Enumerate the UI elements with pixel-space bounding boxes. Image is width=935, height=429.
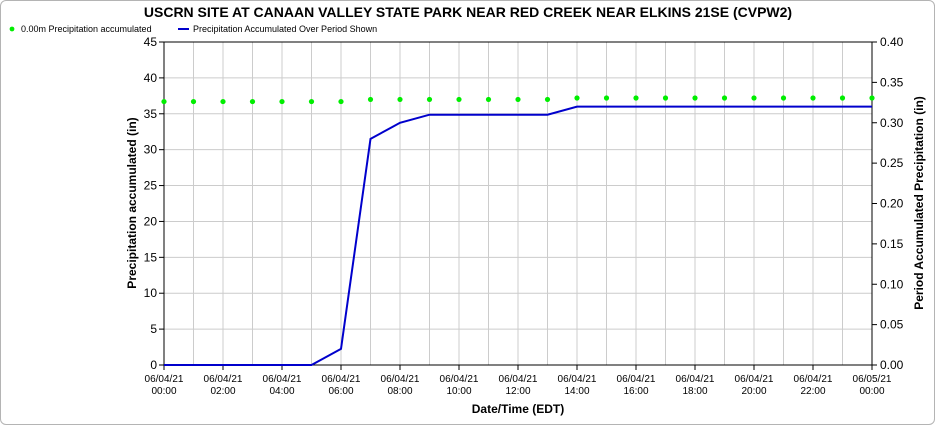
y-tick-label-left: 30	[144, 143, 158, 157]
data-point[interactable]	[751, 95, 757, 101]
y-tick-label-left: 20	[144, 214, 158, 228]
y-tick-label-left: 40	[144, 71, 158, 85]
y-tick-label-left: 45	[144, 35, 158, 49]
x-tick-label-date: 06/04/21	[794, 374, 833, 385]
y-axis-left-title: Precipitation accumulated (in)	[125, 117, 139, 288]
x-tick-label-date: 06/04/21	[322, 374, 361, 385]
y-tick-label-right: 0.05	[880, 318, 904, 332]
series-line-period-accumulated	[164, 105, 872, 366]
x-tick-label-time: 16:00	[623, 386, 648, 397]
x-tick-label-date: 06/04/21	[499, 374, 538, 385]
x-tick-label-date: 06/04/21	[263, 374, 302, 385]
x-axis: 06/04/2100:0006/04/2102:0006/04/2104:000…	[145, 365, 892, 397]
x-tick-label-date: 06/04/21	[381, 374, 420, 385]
legend-label-points: 0.00m Precipitation accumulated	[21, 24, 152, 34]
x-tick-label-date: 06/04/21	[145, 374, 184, 385]
data-point[interactable]	[161, 98, 167, 105]
x-axis-title: Date/Time (EDT)	[472, 402, 564, 416]
y-tick-label-left: 0	[150, 358, 157, 372]
data-point[interactable]	[338, 98, 344, 105]
data-point[interactable]	[308, 98, 315, 105]
x-tick-label-time: 02:00	[210, 386, 235, 397]
y-tick-label-left: 25	[144, 179, 158, 193]
data-point[interactable]	[633, 95, 639, 101]
y-axis-right: 0.00 0.05 0.10 0.15 0.20 0.25 0.30 0.35 0.40	[872, 35, 904, 372]
x-tick-label-date: 06/04/21	[204, 374, 243, 385]
data-point[interactable]	[780, 95, 787, 101]
x-tick-label-time: 00:00	[859, 386, 884, 397]
x-tick-label-date: 06/04/21	[676, 374, 715, 385]
legend-label-line: Precipitation Accumulated Over Period Sh…	[193, 24, 377, 34]
data-point[interactable]	[515, 96, 521, 103]
data-point[interactable]	[603, 95, 610, 101]
data-point[interactable]	[190, 98, 197, 105]
y-tick-label-right: 0.20	[880, 197, 904, 211]
x-tick-label-time: 20:00	[741, 386, 766, 397]
data-point[interactable]	[367, 96, 374, 103]
grid	[163, 41, 873, 366]
y-tick-label-left: 35	[144, 107, 158, 121]
y-tick-label-right: 0.25	[880, 156, 904, 170]
legend[interactable]: 0.00m Precipitation accumulated Precipit…	[9, 24, 378, 34]
data-point[interactable]	[662, 95, 669, 101]
x-tick-label-date: 06/04/21	[735, 374, 774, 385]
data-point[interactable]	[544, 96, 551, 103]
y-tick-label-right: 0.00	[880, 358, 904, 372]
x-tick-label-time: 10:00	[446, 386, 471, 397]
data-point[interactable]	[574, 95, 580, 101]
x-tick-label-date: 06/04/21	[617, 374, 656, 385]
y-tick-label-left: 5	[150, 322, 157, 336]
data-point[interactable]	[279, 98, 285, 105]
y-axis-right-title: Period Accumulated Precipitation (in)	[912, 96, 926, 310]
y-tick-label-right: 0.10	[880, 277, 904, 291]
x-tick-label-date: 06/04/21	[440, 374, 479, 385]
x-tick-label-time: 22:00	[800, 386, 825, 397]
y-tick-label-right: 0.35	[880, 75, 904, 89]
x-tick-label-time: 08:00	[387, 386, 412, 397]
data-point[interactable]	[397, 96, 403, 103]
data-point[interactable]	[692, 95, 698, 101]
data-point[interactable]	[220, 98, 226, 105]
y-tick-label-right: 0.40	[880, 35, 904, 49]
chart-title: USCRN SITE AT CANAAN VALLEY STATE PARK N…	[144, 4, 792, 20]
x-tick-label-time: 00:00	[151, 386, 176, 397]
y-tick-label-right: 0.30	[880, 116, 904, 130]
data-point[interactable]	[810, 95, 816, 101]
y-axis-left: 0 5 10 15 20 25 30 35 40 45	[144, 35, 164, 372]
x-tick-label-time: 06:00	[328, 386, 353, 397]
data-point[interactable]	[869, 95, 875, 101]
x-tick-label-time: 12:00	[505, 386, 530, 397]
data-point[interactable]	[249, 98, 256, 105]
y-tick-label-left: 10	[144, 286, 158, 300]
data-point[interactable]	[839, 95, 846, 101]
data-point[interactable]	[426, 96, 433, 103]
data-point[interactable]	[456, 96, 462, 103]
x-tick-label-date: 06/05/21	[853, 374, 892, 385]
series-points-precip-accumulated	[161, 95, 875, 105]
x-tick-label-time: 18:00	[682, 386, 707, 397]
x-tick-label-date: 06/04/21	[558, 374, 597, 385]
data-point[interactable]	[485, 96, 492, 103]
legend-marker-points	[9, 26, 15, 32]
x-tick-label-time: 14:00	[564, 386, 589, 397]
y-tick-label-right: 0.15	[880, 237, 904, 251]
data-point[interactable]	[721, 95, 728, 101]
x-tick-label-time: 04:00	[269, 386, 294, 397]
y-tick-label-left: 15	[144, 250, 158, 264]
